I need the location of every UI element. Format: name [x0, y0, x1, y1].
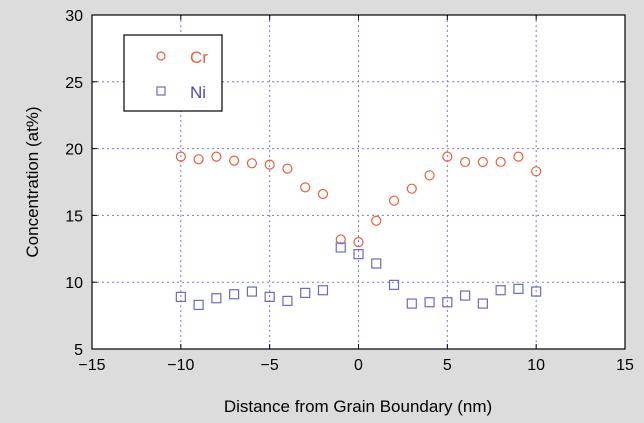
x-axis-label: Distance from Grain Boundary (nm) [224, 397, 492, 416]
cr-point [495, 156, 506, 168]
cr-point [513, 151, 524, 162]
ni-point [353, 249, 364, 260]
ni-point [442, 297, 453, 308]
y-tick-label: 10 [65, 275, 83, 292]
ni-point [300, 287, 311, 298]
x-tick-label: 15 [616, 357, 634, 374]
x-tick-label: −15 [78, 357, 105, 374]
ni-point [460, 290, 471, 301]
y-tick-label: 15 [65, 208, 83, 225]
cr-point [531, 166, 542, 177]
cr-point [424, 170, 435, 181]
ni-point [193, 299, 204, 311]
cr-point [335, 234, 346, 245]
y-tick-label: 5 [74, 342, 83, 359]
legend-cr-label: Cr [190, 48, 208, 67]
y-tick-label: 30 [65, 8, 83, 25]
x-tick-label: −5 [261, 357, 279, 374]
cr-point [264, 159, 275, 170]
y-axis-label: Concentration (at%) [23, 106, 42, 257]
ni-point [477, 298, 488, 309]
ni-point [388, 279, 400, 290]
ni-point [335, 242, 346, 253]
cr-point [388, 195, 400, 206]
ni-point [406, 298, 417, 309]
legend-cr-marker [156, 51, 166, 61]
cr-point [211, 151, 222, 162]
x-tick-label: 5 [443, 357, 452, 374]
cr-point [282, 163, 293, 174]
ni-point [175, 291, 186, 302]
x-tick-label: 0 [354, 357, 363, 374]
cr-point [353, 237, 364, 248]
ni-point [513, 283, 524, 294]
x-tick-label: 10 [527, 357, 545, 374]
ni-point [531, 286, 542, 297]
axis-ticks: −15 −10 −5 0 5 10 15 5 10 15 20 25 30 [65, 8, 634, 374]
data-markers [175, 151, 542, 311]
y-tick-label: 25 [65, 75, 83, 92]
ni-point [229, 289, 240, 300]
ni-point [211, 293, 222, 304]
legend: Cr Ni [123, 34, 223, 112]
cr-point [246, 158, 257, 169]
ni-point [371, 258, 382, 269]
cr-point [317, 188, 329, 200]
cr-point [193, 154, 204, 165]
cr-point [477, 156, 488, 168]
y-tick-label: 20 [65, 142, 83, 159]
cr-point [460, 156, 471, 168]
ni-point [282, 295, 293, 307]
ni-point [495, 285, 506, 296]
ni-point [246, 286, 257, 297]
ni-point [264, 291, 275, 302]
cr-point [175, 151, 186, 162]
cr-point [442, 151, 453, 162]
legend-ni-label: Ni [190, 83, 206, 102]
cr-point [300, 182, 311, 193]
cr-point [406, 183, 417, 194]
ni-point [424, 297, 435, 308]
x-tick-label: −10 [167, 357, 194, 374]
cr-point [371, 215, 382, 226]
legend-box [123, 34, 223, 112]
ni-point [317, 285, 329, 296]
legend-ni-marker [156, 86, 166, 96]
cr-point [229, 155, 240, 166]
